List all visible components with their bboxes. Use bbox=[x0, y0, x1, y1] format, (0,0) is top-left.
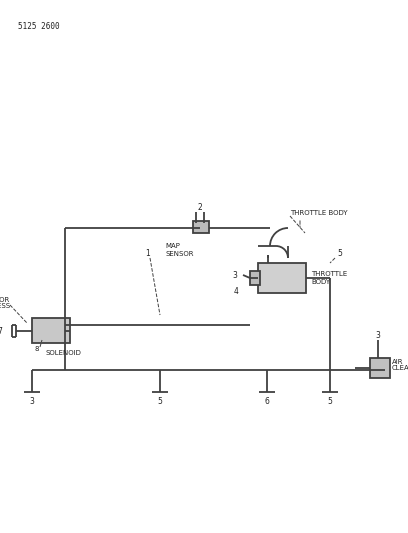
Bar bbox=[258, 263, 306, 293]
Text: 5125 2600: 5125 2600 bbox=[18, 22, 60, 31]
Text: 7: 7 bbox=[0, 327, 2, 335]
Text: 6: 6 bbox=[264, 398, 269, 407]
Text: THROTTLE
BODY: THROTTLE BODY bbox=[311, 271, 347, 285]
Text: 5: 5 bbox=[328, 398, 333, 407]
Text: THROTTLE BODY: THROTTLE BODY bbox=[290, 210, 348, 216]
Text: 4: 4 bbox=[233, 287, 238, 295]
Bar bbox=[32, 318, 70, 343]
Text: MAP
SENSOR: MAP SENSOR bbox=[165, 244, 193, 256]
Text: 8: 8 bbox=[35, 346, 39, 352]
Text: 5: 5 bbox=[337, 248, 342, 257]
Bar bbox=[193, 221, 209, 233]
Text: 3: 3 bbox=[29, 398, 34, 407]
Text: VAPOR
HARNESS: VAPOR HARNESS bbox=[0, 296, 10, 310]
Text: 5: 5 bbox=[157, 398, 162, 407]
Text: SOLENOID: SOLENOID bbox=[46, 350, 82, 356]
Text: 1: 1 bbox=[146, 248, 151, 257]
Bar bbox=[370, 358, 390, 378]
Text: 2: 2 bbox=[197, 204, 202, 213]
Text: AIR
CLEANER: AIR CLEANER bbox=[392, 359, 408, 372]
Bar bbox=[250, 271, 260, 285]
Text: 3: 3 bbox=[375, 330, 380, 340]
Text: 3: 3 bbox=[233, 271, 237, 279]
